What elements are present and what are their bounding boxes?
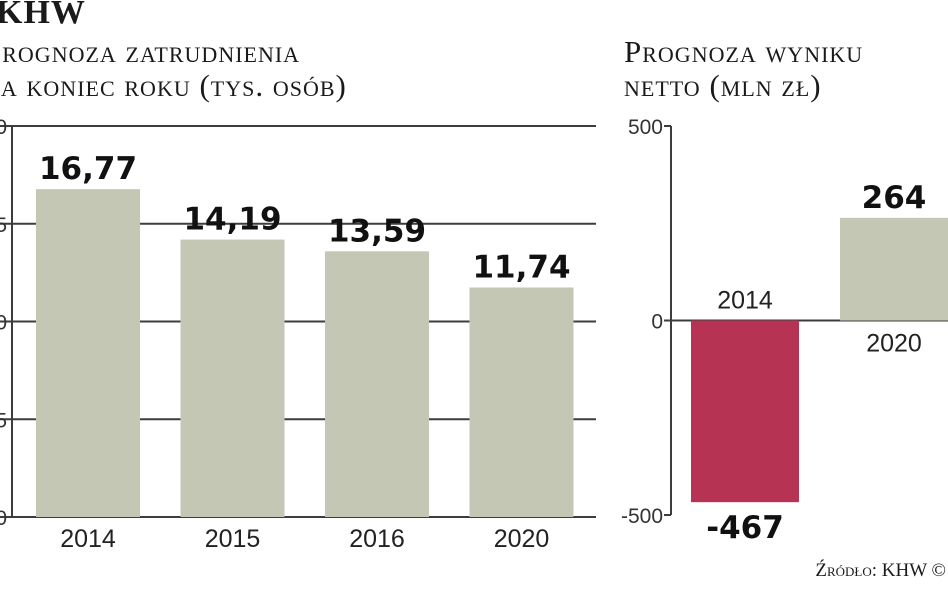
y-tick-label: -500: [621, 505, 663, 528]
bar: [36, 189, 140, 518]
employment-title-line-1: Prognoza zatrudnienia: [0, 34, 301, 69]
bar-value-label: -467: [706, 510, 784, 546]
employment-chart-title: Prognoza zatrudnienia na koniec roku (ty…: [0, 35, 347, 103]
negative-bar: [691, 320, 799, 503]
employment-title-line-2: na koniec roku (tys. osób): [0, 68, 347, 103]
net-result-title-line-1: Prognoza wyniku: [624, 34, 864, 69]
bar-value-label: 13,59: [328, 213, 426, 249]
y-tick-label: 20: [0, 116, 7, 139]
y-tick-label: 500: [628, 116, 663, 139]
headline: KHW: [0, 0, 86, 31]
employment-forecast-chart: 0 5 10 15 20 16,77 2014 14,19 2015 13,59 2016 11,74…: [0, 116, 596, 553]
x-category-label: 2014: [717, 287, 773, 315]
bar: [325, 251, 429, 518]
bar: [469, 287, 574, 517]
x-category-label: 2020: [494, 525, 550, 553]
y-tick-label: 5: [0, 409, 7, 432]
bar: [840, 217, 948, 321]
bar-value-label: 16,77: [39, 151, 137, 187]
bar: [180, 239, 285, 517]
y-tick-label: 0: [651, 311, 663, 334]
bar-value-label: 14,19: [183, 202, 281, 238]
x-category-label: 2020: [866, 330, 922, 358]
x-category-label: 2015: [205, 525, 261, 553]
net-result-chart-title: Prognoza wyniku netto (mln zł): [624, 35, 863, 103]
bar-value-label: 264: [862, 180, 927, 216]
source-note: Źródło: KHW ©: [815, 560, 946, 581]
y-tick-label: 10: [0, 312, 7, 335]
bar-value-label: 11,74: [472, 249, 570, 285]
y-tick-label: 15: [0, 214, 7, 237]
x-category-label: 2014: [60, 525, 116, 553]
net-result-title-line-2: netto (mln zł): [624, 68, 822, 103]
x-category-label: 2016: [349, 525, 405, 553]
y-tick-label: 0: [0, 507, 7, 530]
